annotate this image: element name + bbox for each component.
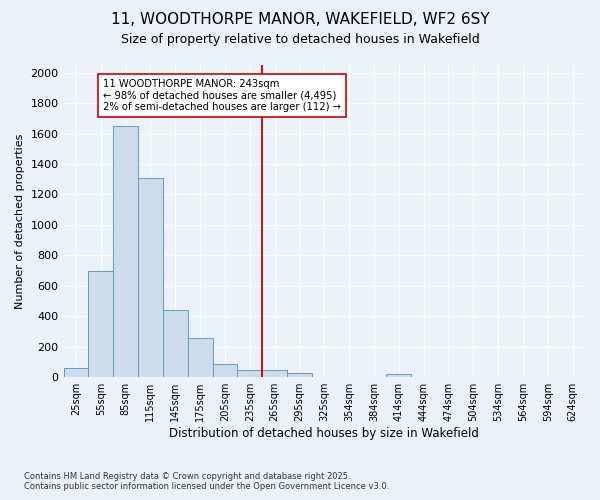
Text: Size of property relative to detached houses in Wakefield: Size of property relative to detached ho… xyxy=(121,32,479,46)
Text: 11 WOODTHORPE MANOR: 243sqm
← 98% of detached houses are smaller (4,495)
2% of s: 11 WOODTHORPE MANOR: 243sqm ← 98% of det… xyxy=(103,78,341,112)
Bar xyxy=(64,368,88,377)
Text: Contains HM Land Registry data © Crown copyright and database right 2025.
Contai: Contains HM Land Registry data © Crown c… xyxy=(24,472,389,491)
Bar xyxy=(88,270,113,377)
Text: 11, WOODTHORPE MANOR, WAKEFIELD, WF2 6SY: 11, WOODTHORPE MANOR, WAKEFIELD, WF2 6SY xyxy=(110,12,490,28)
Bar xyxy=(113,126,138,377)
Bar xyxy=(386,374,411,377)
X-axis label: Distribution of detached houses by size in Wakefield: Distribution of detached houses by size … xyxy=(169,427,479,440)
Bar xyxy=(188,338,212,377)
Bar xyxy=(262,370,287,377)
Bar xyxy=(238,370,262,377)
Bar xyxy=(287,374,312,377)
Bar xyxy=(212,364,238,377)
Bar xyxy=(138,178,163,377)
Y-axis label: Number of detached properties: Number of detached properties xyxy=(15,134,25,309)
Bar xyxy=(163,310,188,377)
